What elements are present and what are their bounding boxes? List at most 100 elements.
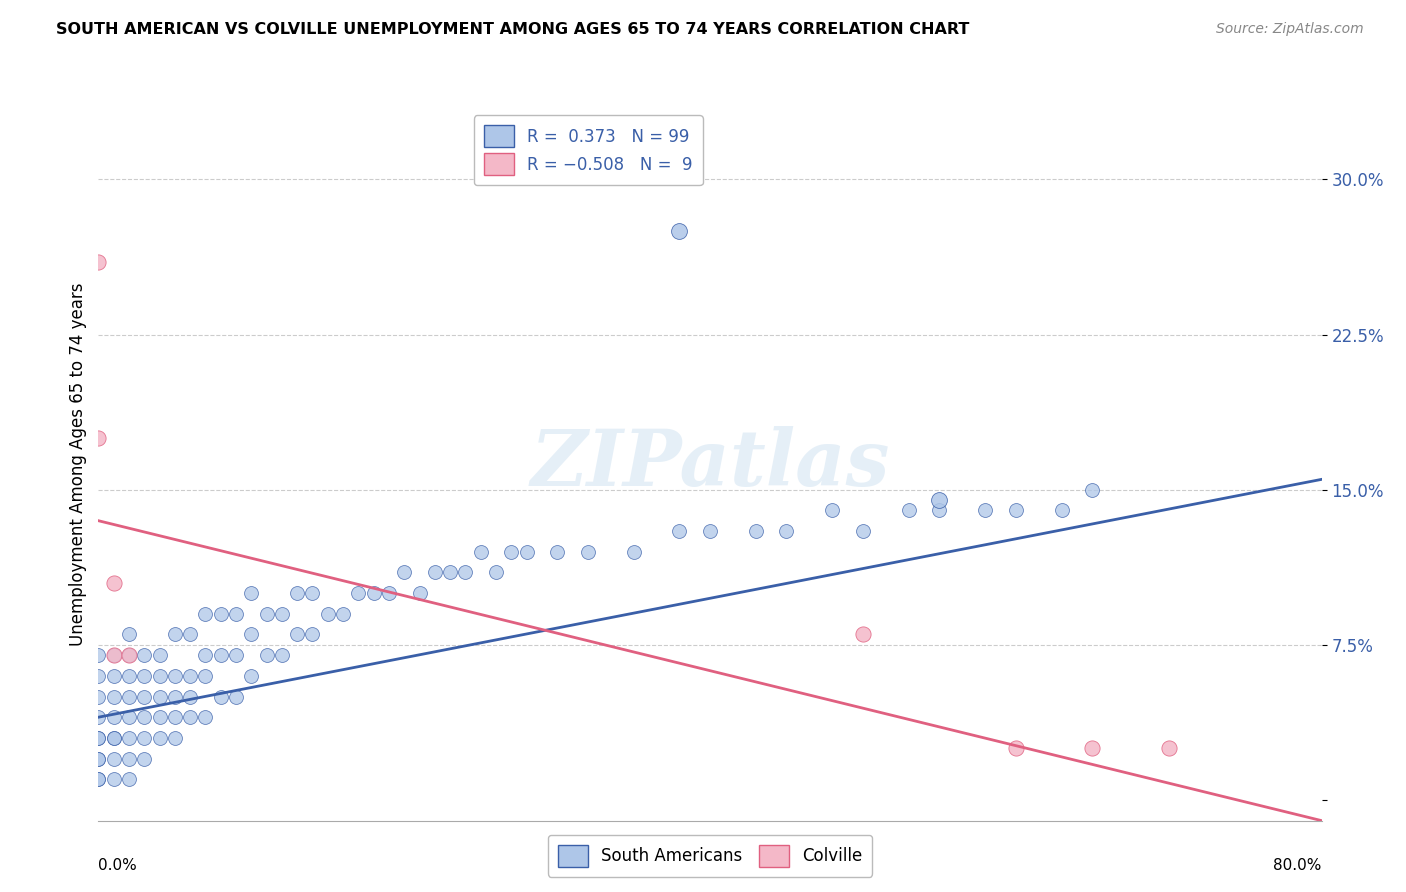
Point [194, 710, 217, 724]
Point [149, 669, 172, 683]
Point [103, 648, 125, 662]
Point [852, 627, 875, 641]
Point [179, 627, 201, 641]
Point [87, 772, 110, 787]
Point [240, 627, 263, 641]
Point [546, 545, 568, 559]
Point [225, 648, 247, 662]
Point [256, 648, 278, 662]
Point [149, 710, 172, 724]
Point [118, 648, 141, 662]
Point [240, 669, 263, 683]
Point [179, 690, 201, 704]
Point [821, 503, 844, 517]
Point [134, 731, 156, 745]
Point [103, 731, 125, 745]
Point [1081, 741, 1104, 756]
Point [285, 627, 308, 641]
Point [163, 710, 186, 724]
Point [423, 566, 446, 580]
Point [301, 627, 323, 641]
Point [316, 607, 339, 621]
Point [134, 690, 156, 704]
Point [1004, 503, 1026, 517]
Point [270, 648, 292, 662]
Point [118, 648, 141, 662]
Point [378, 586, 401, 600]
Text: 0.0%: 0.0% [98, 858, 138, 873]
Point [163, 627, 186, 641]
Point [103, 751, 125, 765]
Point [501, 545, 523, 559]
Legend: South Americans, Colville: South Americans, Colville [547, 835, 873, 877]
Point [392, 566, 416, 580]
Point [668, 224, 690, 238]
Point [225, 607, 247, 621]
Point [163, 690, 186, 704]
Point [699, 524, 721, 538]
Point [179, 710, 201, 724]
Point [745, 524, 768, 538]
Point [1157, 741, 1180, 756]
Point [775, 524, 797, 538]
Point [439, 566, 461, 580]
Point [118, 627, 141, 641]
Point [974, 503, 997, 517]
Point [87, 690, 110, 704]
Point [928, 503, 950, 517]
Point [209, 690, 232, 704]
Point [87, 710, 110, 724]
Point [103, 648, 125, 662]
Point [301, 586, 323, 600]
Point [118, 772, 141, 787]
Point [256, 607, 278, 621]
Point [270, 607, 292, 621]
Point [134, 648, 156, 662]
Point [87, 255, 110, 269]
Point [225, 690, 247, 704]
Point [163, 669, 186, 683]
Point [516, 545, 538, 559]
Text: 80.0%: 80.0% [1274, 858, 1322, 873]
Point [179, 669, 201, 683]
Point [240, 586, 263, 600]
Point [668, 524, 690, 538]
Point [134, 710, 156, 724]
Point [209, 607, 232, 621]
Point [103, 772, 125, 787]
Point [103, 575, 125, 590]
Point [209, 648, 232, 662]
Point [118, 690, 141, 704]
Point [87, 431, 110, 445]
Point [87, 731, 110, 745]
Point [149, 690, 172, 704]
Point [134, 751, 156, 765]
Point [928, 493, 950, 508]
Point [470, 545, 492, 559]
Point [1081, 483, 1104, 497]
Point [118, 731, 141, 745]
Point [134, 669, 156, 683]
Point [454, 566, 477, 580]
Point [87, 772, 110, 787]
Text: SOUTH AMERICAN VS COLVILLE UNEMPLOYMENT AMONG AGES 65 TO 74 YEARS CORRELATION CH: SOUTH AMERICAN VS COLVILLE UNEMPLOYMENT … [56, 22, 970, 37]
Point [897, 503, 920, 517]
Point [118, 669, 141, 683]
Point [408, 586, 430, 600]
Point [118, 751, 141, 765]
Point [485, 566, 508, 580]
Point [149, 731, 172, 745]
Text: ZIPatlas: ZIPatlas [530, 425, 890, 502]
Point [332, 607, 354, 621]
Point [623, 545, 645, 559]
Point [1004, 741, 1026, 756]
Point [87, 648, 110, 662]
Point [347, 586, 370, 600]
Point [103, 690, 125, 704]
Point [852, 524, 875, 538]
Point [194, 669, 217, 683]
Point [285, 586, 308, 600]
Point [87, 669, 110, 683]
Y-axis label: Unemployment Among Ages 65 to 74 years: Unemployment Among Ages 65 to 74 years [69, 282, 87, 646]
Point [87, 731, 110, 745]
